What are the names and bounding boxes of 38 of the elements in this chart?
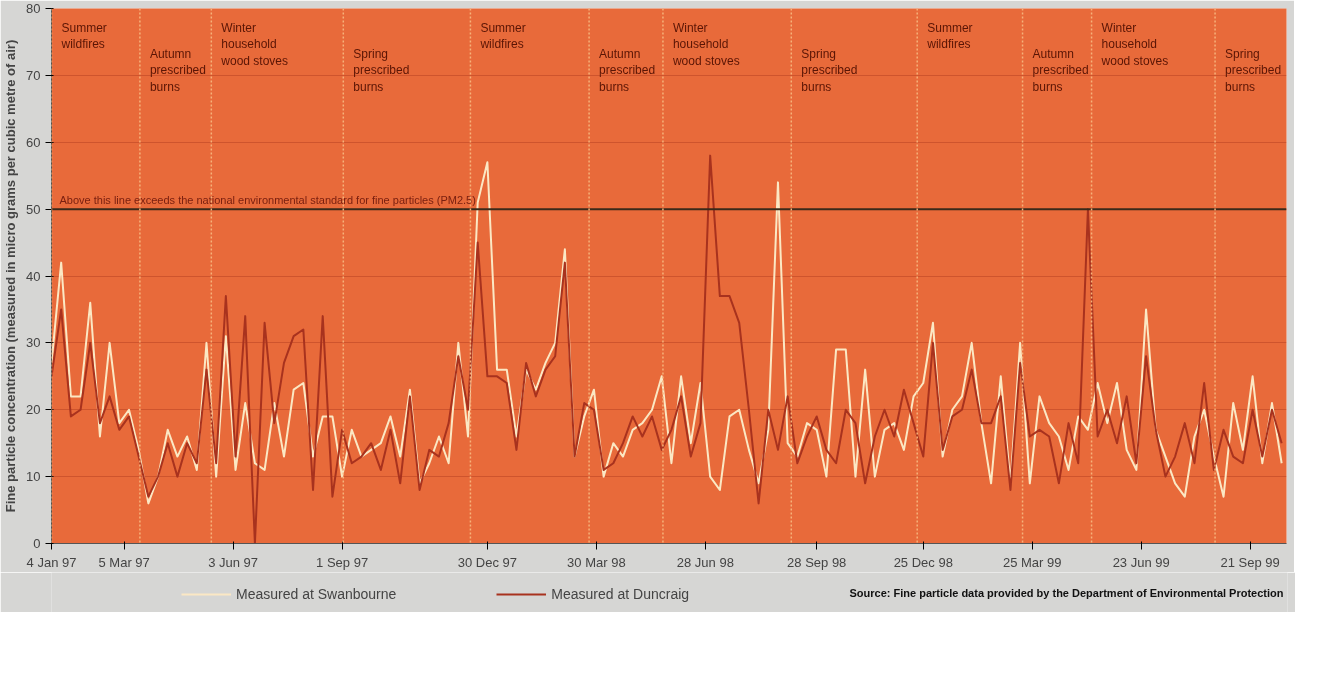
y-tick-label: 30	[26, 335, 41, 351]
y-tick-label: 70	[26, 67, 41, 83]
x-tick-label: 28 Sep 98	[787, 554, 847, 570]
y-axis-title: Fine particle concentration (measured in micro grams per cubic metre of air)	[3, 39, 19, 513]
y-tick-label: 50	[26, 201, 41, 217]
x-tick-label: 21 Sep 99	[1220, 554, 1280, 570]
ref-line-label: Autumn prescribed burns	[1032, 46, 1089, 95]
y-tick-label: 0	[33, 536, 41, 551]
ref-line-label: Summer wildfires	[60, 20, 107, 52]
x-tick-label: 5 Mar 97	[98, 554, 150, 570]
x-tick-label: 28 Jun 98	[676, 554, 734, 570]
ref-line-label: Winter household wood stoves	[1100, 20, 1169, 69]
ref-line-label: Winter household wood stoves	[220, 20, 289, 69]
x-tick-label: 25 Mar 99	[1002, 554, 1062, 570]
x-tick-label: 23 Jun 99	[1112, 554, 1170, 570]
ref-line-label: Summer wildfires	[479, 20, 526, 52]
y-tick-label: 10	[26, 469, 41, 485]
ref-line-label: Above this line exceeds the national environmental standard for fine particles (PM2.5)	[59, 194, 476, 207]
ref-line-label: Autumn prescribed burns	[149, 46, 206, 95]
ref-line-label: Autumn prescribed burns	[599, 46, 656, 95]
legend-label: Measured at Duncraig	[551, 586, 690, 602]
x-tick-label: 30 Dec 97	[457, 554, 518, 570]
ref-line-label: Winter household wood stoves	[671, 20, 740, 69]
ref-line-label: Spring prescribed burns	[1225, 46, 1282, 95]
x-tick-label: 1 Sep 97	[316, 554, 369, 570]
source-note: Source: Fine particle data provided by the Department of Environmental Protection	[849, 586, 1284, 599]
x-tick-label: 30 Mar 98	[567, 554, 626, 570]
ref-line-label: Summer wildfires	[926, 20, 973, 52]
y-tick-label: 20	[26, 402, 41, 418]
y-tick-label: 60	[26, 134, 41, 150]
y-tick-label: 40	[26, 268, 41, 284]
x-tick-label: 25 Dec 98	[893, 554, 953, 570]
ref-line-label: Spring prescribed burns	[801, 46, 858, 95]
y-tick-label: 80	[26, 1, 41, 16]
legend-label: Measured at Swanbourne	[236, 586, 397, 602]
x-tick-label: 3 Jun 97	[208, 554, 259, 570]
x-tick-label: 4 Jan 97	[26, 554, 77, 570]
ref-line-label: Spring prescribed burns	[353, 46, 410, 95]
